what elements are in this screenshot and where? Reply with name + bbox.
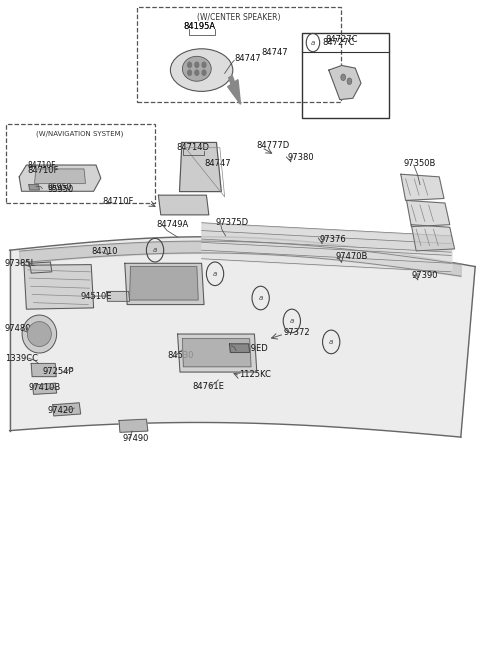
Bar — [302, 33, 389, 118]
Polygon shape — [178, 334, 257, 372]
Text: 95950: 95950 — [47, 183, 72, 193]
Polygon shape — [407, 200, 450, 227]
Polygon shape — [158, 195, 209, 215]
Polygon shape — [31, 364, 56, 377]
FancyArrow shape — [228, 75, 240, 104]
Text: 84747: 84747 — [234, 54, 261, 64]
Text: (W/CENTER SPEAKER): (W/CENTER SPEAKER) — [197, 13, 280, 22]
Text: 1125KC: 1125KC — [239, 370, 271, 379]
Ellipse shape — [170, 49, 233, 92]
Text: 1249ED: 1249ED — [235, 344, 268, 353]
Text: 97375D: 97375D — [215, 218, 248, 227]
Text: 84710F: 84710F — [102, 196, 133, 206]
Text: 84530: 84530 — [167, 351, 193, 360]
Bar — [6, 124, 155, 203]
Ellipse shape — [22, 315, 57, 353]
Polygon shape — [401, 174, 444, 200]
Text: 84195A: 84195A — [183, 22, 215, 31]
Text: 84749A: 84749A — [156, 219, 188, 229]
Polygon shape — [19, 165, 101, 191]
Text: 97372: 97372 — [283, 328, 310, 337]
Circle shape — [202, 70, 206, 75]
Text: 97490: 97490 — [122, 434, 149, 443]
Text: 97385L: 97385L — [5, 259, 36, 268]
Circle shape — [188, 70, 192, 75]
Circle shape — [195, 70, 199, 75]
Text: 84710F: 84710F — [28, 166, 59, 175]
Text: 97376: 97376 — [319, 234, 346, 244]
Polygon shape — [329, 66, 361, 100]
Polygon shape — [119, 419, 148, 432]
Text: 84727C: 84727C — [325, 35, 358, 44]
Polygon shape — [182, 339, 251, 367]
Circle shape — [188, 62, 192, 67]
Polygon shape — [24, 265, 94, 309]
Text: 84761E: 84761E — [192, 382, 224, 391]
Text: (W/NAVIGATION SYSTEM): (W/NAVIGATION SYSTEM) — [36, 130, 124, 137]
Text: 84747: 84747 — [262, 48, 288, 57]
Text: 97254P: 97254P — [42, 367, 74, 376]
Polygon shape — [29, 185, 39, 190]
Circle shape — [202, 62, 206, 67]
Text: 97470B: 97470B — [336, 252, 368, 261]
Text: 84714D: 84714D — [177, 143, 210, 152]
Polygon shape — [35, 169, 85, 183]
Text: 84747: 84747 — [204, 159, 230, 168]
Polygon shape — [130, 267, 198, 300]
Text: 1339CC: 1339CC — [5, 354, 38, 363]
Polygon shape — [33, 383, 57, 394]
Text: a: a — [259, 295, 263, 301]
Text: 97350B: 97350B — [403, 159, 435, 168]
Ellipse shape — [27, 322, 51, 346]
Polygon shape — [107, 291, 130, 301]
Ellipse shape — [182, 56, 211, 81]
Text: 84710: 84710 — [91, 247, 118, 256]
Text: 94510E: 94510E — [81, 291, 112, 301]
Circle shape — [347, 78, 352, 84]
Bar — [137, 7, 341, 102]
Text: 95950: 95950 — [47, 185, 73, 195]
Text: a: a — [329, 339, 333, 345]
Circle shape — [195, 62, 199, 67]
Text: a: a — [290, 318, 294, 324]
Polygon shape — [125, 263, 204, 305]
Text: 97390: 97390 — [412, 271, 438, 280]
Text: 97420: 97420 — [48, 406, 74, 415]
Text: 84195A: 84195A — [183, 22, 215, 31]
Text: 97410B: 97410B — [29, 383, 61, 392]
Text: a: a — [153, 247, 157, 253]
Text: 84727C: 84727C — [323, 38, 355, 47]
Polygon shape — [30, 262, 52, 273]
Polygon shape — [411, 225, 455, 251]
Circle shape — [341, 74, 346, 81]
Text: a: a — [311, 39, 315, 46]
Text: 97380: 97380 — [288, 153, 314, 162]
Text: a: a — [213, 271, 217, 277]
Text: 84777D: 84777D — [257, 141, 290, 150]
Text: 97480: 97480 — [5, 324, 31, 333]
Polygon shape — [10, 237, 475, 437]
Polygon shape — [229, 344, 250, 352]
Polygon shape — [180, 143, 221, 191]
Text: 84710F: 84710F — [28, 160, 56, 170]
Polygon shape — [53, 403, 81, 416]
